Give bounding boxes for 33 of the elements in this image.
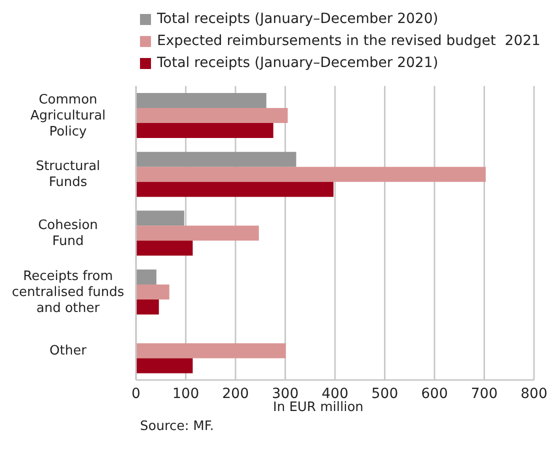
x-tick-label: 400 bbox=[322, 386, 348, 402]
y-tick-label: Other bbox=[50, 343, 88, 358]
bar bbox=[136, 210, 184, 226]
x-axis-title: In EUR million bbox=[273, 400, 364, 415]
legend-label: Total receipts (January–December 2021) bbox=[157, 54, 438, 73]
x-tick-label: 600 bbox=[421, 386, 448, 402]
legend-label: Total receipts (January–December 2020) bbox=[157, 10, 438, 29]
bar bbox=[136, 284, 170, 300]
x-tick-label: 300 bbox=[272, 386, 299, 402]
bar bbox=[136, 343, 286, 358]
bar bbox=[136, 123, 274, 138]
bar bbox=[136, 358, 193, 374]
source-note: Source: MF. bbox=[140, 419, 215, 434]
y-tick-label: Receipts from centralised funds and other bbox=[12, 268, 124, 316]
x-tick-label: 800 bbox=[520, 386, 548, 402]
bar bbox=[136, 299, 159, 314]
bar bbox=[136, 226, 259, 241]
bar bbox=[136, 166, 486, 182]
bar bbox=[136, 182, 334, 197]
bar bbox=[136, 108, 288, 124]
bar bbox=[136, 269, 156, 284]
x-tick-label: 100 bbox=[172, 386, 200, 402]
bar bbox=[136, 240, 193, 256]
x-tick-label: 700 bbox=[470, 386, 498, 402]
x-tick-label: 500 bbox=[371, 386, 398, 402]
x-tick-label: 0 bbox=[132, 386, 140, 402]
y-tick-label: Common Agricultural Policy bbox=[30, 92, 106, 139]
legend-label: Expected reimbursements in the revised budget 2021 bbox=[157, 32, 540, 51]
bar bbox=[136, 152, 296, 167]
y-tick-label: Cohesion Fund bbox=[38, 218, 98, 249]
y-tick-label: Structural Funds bbox=[36, 158, 100, 190]
bar bbox=[136, 93, 266, 108]
x-tick-label: 200 bbox=[222, 386, 249, 402]
